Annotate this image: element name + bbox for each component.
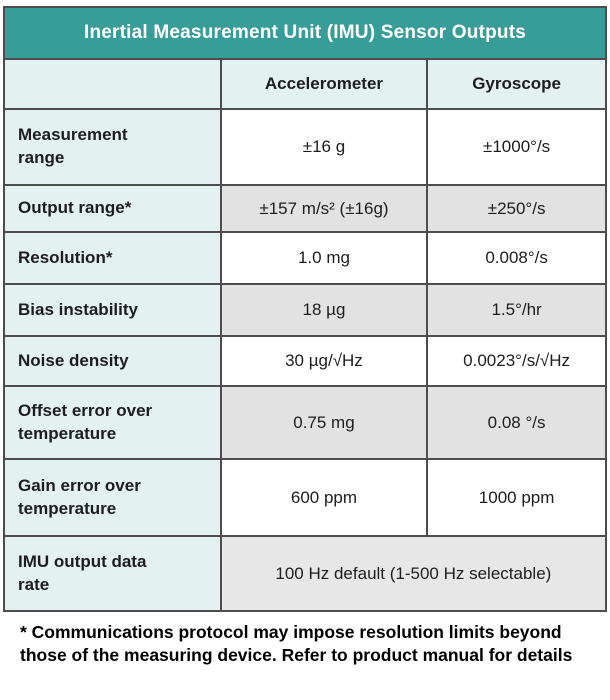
- column-header-row: Accelerometer Gyroscope: [3, 58, 607, 110]
- row-label: Output range*: [3, 184, 222, 233]
- output-data-rate-value: 100 Hz default (1-500 Hz selectable): [219, 535, 608, 612]
- accelerometer-value: 18 µg: [219, 283, 429, 337]
- gyroscope-value: ±1000°/s: [426, 108, 607, 186]
- row-label: Gain error over temperature: [3, 458, 222, 537]
- column-header-accelerometer: Accelerometer: [219, 58, 429, 110]
- row-label: Measurement range: [3, 108, 222, 186]
- accelerometer-value: ±16 g: [219, 108, 429, 186]
- gyroscope-value: 0.08 °/s: [426, 385, 607, 460]
- footnote: * Communications protocol may impose res…: [20, 622, 573, 666]
- column-header-gyroscope: Gyroscope: [426, 58, 607, 110]
- gyroscope-value: 1000 ppm: [426, 458, 607, 537]
- row-label: Offset error over temperature: [3, 385, 222, 460]
- table-row-bias-instability: Bias instability 18 µg 1.5°/hr: [3, 283, 607, 337]
- gyroscope-value: ±250°/s: [426, 184, 607, 233]
- corner-cell: [3, 58, 222, 110]
- accelerometer-value: 600 ppm: [219, 458, 429, 537]
- table-row-gain-error: Gain error over temperature 600 ppm 1000…: [3, 458, 607, 537]
- accelerometer-value: 1.0 mg: [219, 231, 429, 285]
- accelerometer-value: 0.75 mg: [219, 385, 429, 460]
- row-label: Bias instability: [3, 283, 222, 337]
- table-title: Inertial Measurement Unit (IMU) Sensor O…: [3, 6, 607, 60]
- table-row-output-data-rate: IMU output data rate 100 Hz default (1-5…: [3, 535, 608, 612]
- table-row-offset-error: Offset error over temperature 0.75 mg 0.…: [3, 385, 607, 460]
- table-row-resolution: Resolution* 1.0 mg 0.008°/s: [3, 231, 607, 285]
- gyroscope-value: 1.5°/hr: [426, 283, 607, 337]
- table-row-noise-density: Noise density 30 µg/√Hz 0.0023°/s/√Hz: [3, 335, 607, 387]
- imu-spec-table: Inertial Measurement Unit (IMU) Sensor O…: [3, 6, 608, 612]
- table-row-measurement-range: Measurement range ±16 g ±1000°/s: [3, 108, 607, 186]
- table-row-output-range: Output range* ±157 m/s² (±16g) ±250°/s: [3, 184, 607, 233]
- row-label: IMU output data rate: [3, 535, 222, 612]
- gyroscope-value: 0.0023°/s/√Hz: [426, 335, 607, 387]
- table-title-row: Inertial Measurement Unit (IMU) Sensor O…: [3, 6, 607, 60]
- row-label: Noise density: [3, 335, 222, 387]
- accelerometer-value: ±157 m/s² (±16g): [219, 184, 429, 233]
- accelerometer-value: 30 µg/√Hz: [219, 335, 429, 387]
- gyroscope-value: 0.008°/s: [426, 231, 607, 285]
- row-label: Resolution*: [3, 231, 222, 285]
